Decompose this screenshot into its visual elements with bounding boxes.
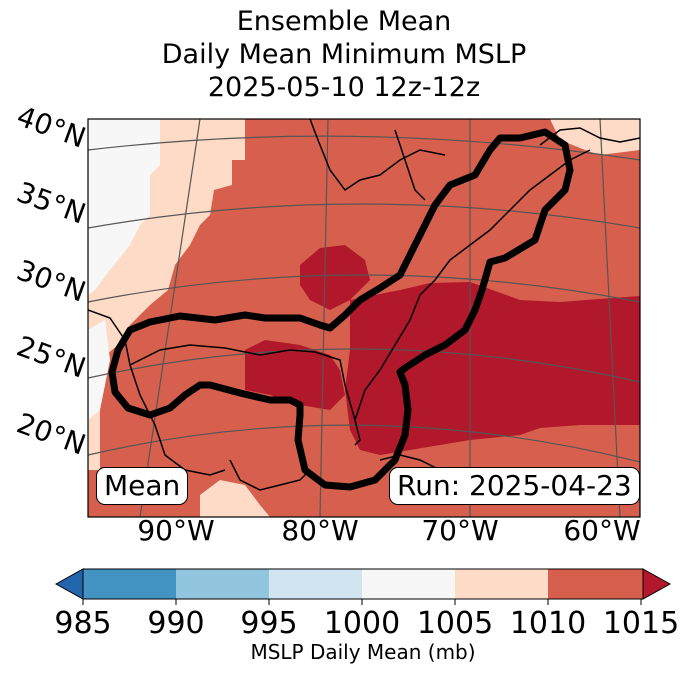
lon-label-90w: 90°W xyxy=(137,514,214,547)
lat-label-35: 35°N xyxy=(12,175,90,230)
field-1000-1005-sw xyxy=(88,320,110,420)
map-frame xyxy=(87,118,641,518)
mean-label: Mean xyxy=(96,467,189,505)
title-line-2: Daily Mean Minimum MSLP xyxy=(161,39,527,70)
lat-label-20: 20°N xyxy=(12,406,90,461)
mslp-contour xyxy=(108,128,574,491)
lon-label-60w: 60°W xyxy=(563,514,640,547)
field-1000-1005 xyxy=(88,119,160,295)
coastlines xyxy=(88,119,640,491)
field-1015-plus-gulf xyxy=(245,340,345,410)
field-1005-1010-south xyxy=(200,480,270,517)
title-line-1: Ensemble Mean xyxy=(236,6,452,37)
field-1015-plus-north xyxy=(300,245,370,310)
run-label: Run: 2025-04-23 xyxy=(389,467,640,505)
lat-label-30: 30°N xyxy=(12,253,90,308)
lon-label-70w: 70°W xyxy=(421,514,498,547)
field-1015-plus-atlantic xyxy=(345,282,640,455)
colorbar-xlabel: MSLP Daily Mean (mb) xyxy=(250,640,476,664)
lat-label-25: 25°N xyxy=(12,329,90,384)
title-line-3: 2025-05-10 12z-12z xyxy=(207,72,481,103)
lon-label-80w: 80°W xyxy=(281,514,358,547)
lat-label-40: 40°N xyxy=(12,99,90,154)
